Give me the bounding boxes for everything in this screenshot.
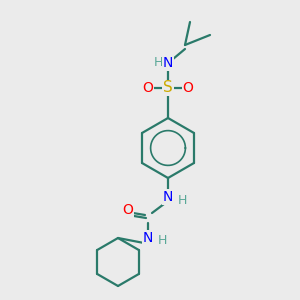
Text: N: N (143, 231, 153, 245)
Text: N: N (163, 56, 173, 70)
Text: H: H (177, 194, 187, 206)
Text: S: S (163, 80, 173, 95)
Text: O: O (142, 81, 153, 95)
Text: O: O (183, 81, 194, 95)
Text: H: H (157, 235, 167, 248)
Text: O: O (123, 203, 134, 217)
Text: N: N (163, 190, 173, 204)
Text: H: H (153, 56, 163, 70)
